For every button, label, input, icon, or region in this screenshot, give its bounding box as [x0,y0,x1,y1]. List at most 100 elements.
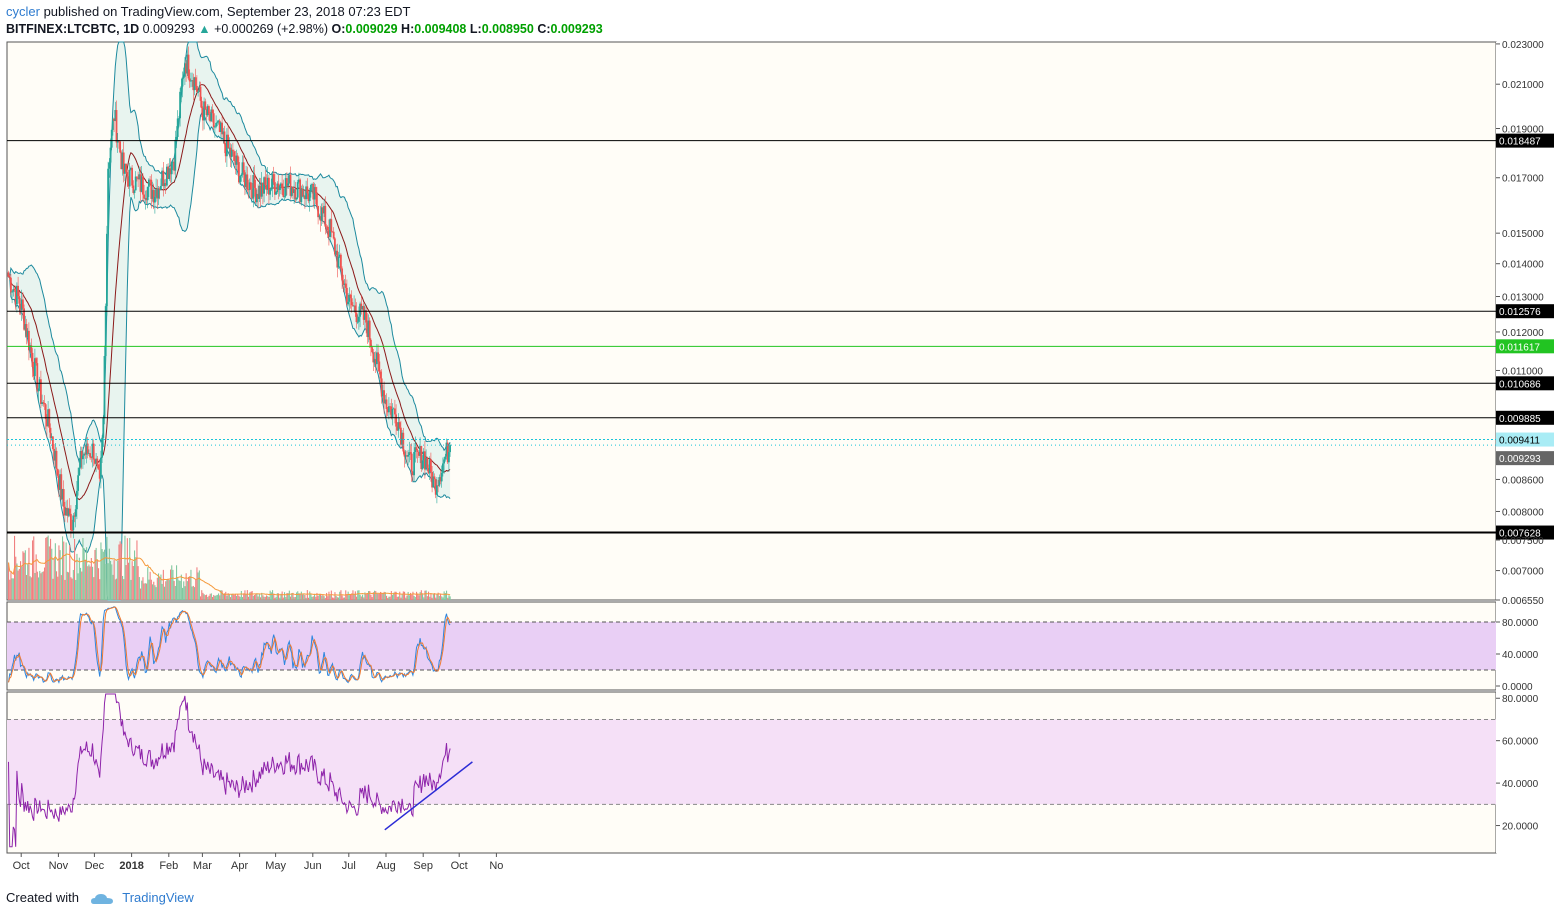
candle-body [128,169,131,187]
candle-body [316,193,318,206]
volume-bar [321,595,323,600]
candle-body [210,109,213,122]
volume-bar [185,573,187,600]
volume-bar [135,557,137,600]
candle-body [391,408,394,418]
candle-body [276,183,279,193]
volume-bar [40,573,42,600]
candle-body [358,316,360,322]
candle-body [403,451,406,457]
candle-body [127,176,130,187]
volume-bar [413,595,415,600]
candle-body [56,468,59,476]
candle-body [166,166,168,186]
volume-bar [196,567,198,600]
candle-body [8,276,11,278]
volume-bar [120,543,122,600]
candle-body [205,109,208,116]
volume-ma-line [8,553,451,596]
volume-bar [219,595,221,600]
stoch-tick-label: 0.0000 [1502,682,1533,693]
volume-bar [137,566,139,600]
volume-bar [272,590,274,600]
volume-bar [290,596,292,600]
candle-body [43,403,46,405]
candle-body [401,432,403,445]
candle-body [263,177,265,194]
stoch-tick-label: 80.0000 [1502,618,1539,629]
candle-body [379,371,382,379]
candle-body [298,179,300,183]
volume-bar [380,591,382,600]
volume-bar [129,537,131,600]
candle-body [217,120,220,123]
volume-bar [382,593,384,600]
level-label-2: 0.011617 [1499,342,1540,353]
volume-bar [243,593,245,600]
candle-body [203,101,205,121]
candle-body [377,352,379,362]
volume-bar [186,581,188,600]
volume-bar [28,547,30,600]
candle-body [71,530,73,531]
volume-bar [57,576,59,600]
volume-bar [173,580,175,600]
volume-bar [100,542,102,600]
candle-body [64,506,66,516]
volume-bar [370,594,372,600]
volume-bar [293,597,295,600]
level-label-bg-3 [1496,376,1554,391]
candle-body [211,109,214,114]
author-link[interactable]: cycler [6,4,40,19]
volume-bar [449,596,451,600]
volume-bar [269,590,271,600]
volume-bar [318,594,320,600]
candle-body [52,436,54,449]
candle-body [70,513,72,531]
volume-bar [396,596,398,600]
level-label-bg-4 [1496,410,1554,425]
candle-body [386,409,389,413]
candle-body [152,190,155,203]
candle-body [54,450,57,461]
candle-body [24,324,27,330]
candle-body [29,345,31,351]
candle-body [420,446,423,470]
volume-bar [131,561,133,600]
volume-bar [308,597,310,600]
volume-bar [195,579,197,600]
volume-bar [276,593,278,600]
volume-bar [332,597,334,600]
candle-body [48,409,51,428]
footer: Created with TradingView [6,890,194,905]
candle-body [342,280,345,285]
time-tick-label: 2018 [119,860,143,872]
candle-body [55,450,58,469]
candle-body [83,453,85,456]
candle-body [290,187,293,196]
candle-body [436,485,438,495]
candle-body [60,474,63,500]
candle-body [82,455,84,460]
candle-body [17,285,19,297]
candle-body [252,174,255,199]
candle-body [172,161,174,163]
tradingview-brand-link[interactable]: TradingView [122,890,194,905]
volume-bar [122,575,124,600]
volume-bar [17,570,19,600]
candle-body [101,437,103,458]
candle-body [400,427,402,445]
candle-body [115,110,118,143]
volume-bar [227,593,229,600]
volume-bar [258,593,260,600]
volume-bar [76,553,78,600]
volume-bar [326,592,328,600]
volume-bar [232,593,234,600]
volume-bar [346,594,348,600]
candle-body [259,185,262,197]
volume-bar [280,593,282,600]
volume-bar [314,594,316,600]
volume-bar [155,587,157,600]
candle-body [305,186,307,200]
